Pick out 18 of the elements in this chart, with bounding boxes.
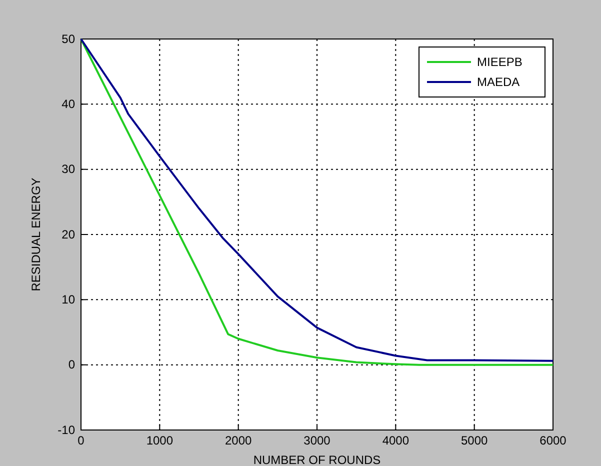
x-axis-title: NUMBER OF ROUNDS <box>253 453 381 466</box>
x-tick-label: 4000 <box>382 434 410 448</box>
x-tick-label: 5000 <box>460 434 488 448</box>
y-axis-title: RESIDUAL ENERGY <box>29 178 43 292</box>
y-tick-label: 30 <box>62 162 76 176</box>
x-tick-label: 6000 <box>540 434 567 448</box>
y-tick-label: 40 <box>62 97 76 112</box>
y-tick-label: 10 <box>62 292 76 307</box>
x-tick-label: 3000 <box>304 434 331 448</box>
y-tick-label: -10 <box>58 422 76 437</box>
y-tick-label: 20 <box>62 227 76 242</box>
y-tick-label: 50 <box>62 32 76 46</box>
x-tick-label: 2000 <box>224 434 252 448</box>
legend-label: MAEDA <box>477 75 520 89</box>
legend-label: MIEEPB <box>477 55 522 69</box>
y-tick-label: 0 <box>68 358 76 372</box>
x-tick-label: 0 <box>78 434 85 448</box>
x-tick-label: 1000 <box>146 434 174 448</box>
